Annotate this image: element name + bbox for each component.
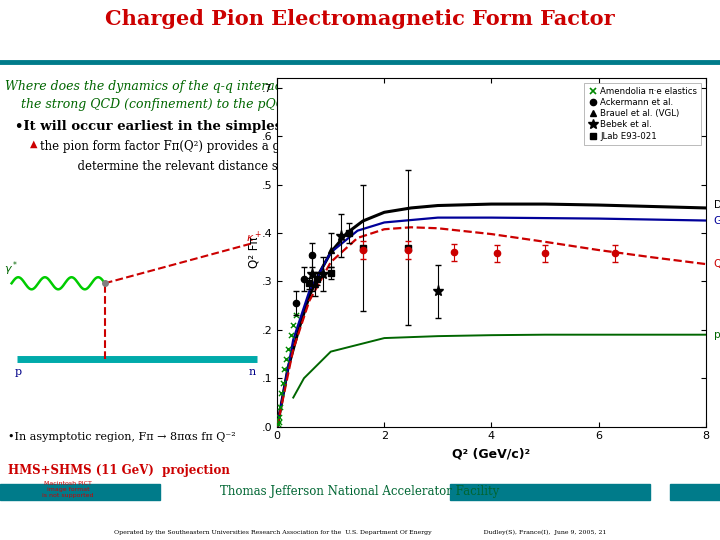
Text: ▲: ▲	[30, 140, 37, 149]
Text: pQCD: pQCD	[714, 330, 720, 340]
Bar	[450, 484, 650, 500]
Text: •In asymptotic region, Fπ → 8παs fπ Q⁻²: •In asymptotic region, Fπ → 8παs fπ Q⁻²	[8, 432, 235, 442]
Text: determine the relevant distance scale experimentally: determine the relevant distance scale ex…	[40, 160, 395, 173]
Text: HMS+SHMS (11 GeV)  projection: HMS+SHMS (11 GeV) projection	[8, 464, 230, 477]
Legend: Amendolia π·e elastics, Ackermann et al., Brauel et al. (VGL), Bebek et al., JLa: Amendolia π·e elastics, Ackermann et al.…	[585, 83, 701, 145]
Point	[282, 345, 294, 354]
Text: $\kappa^+$: $\kappa^+$	[246, 230, 262, 245]
Y-axis label: Q² Fπ: Q² Fπ	[247, 237, 260, 268]
Text: Macintosh PICT
image format
is not supported: Macintosh PICT image format is not suppo…	[42, 481, 94, 498]
Point	[273, 417, 284, 426]
Point	[276, 379, 288, 387]
Point	[274, 413, 285, 421]
Text: Where does the dynamics of the q-q interaction make a transition from: Where does the dynamics of the q-q inter…	[5, 80, 456, 93]
Point	[272, 420, 284, 429]
Point	[287, 321, 299, 329]
Point	[279, 364, 290, 373]
X-axis label: Q² (GeV/c)²: Q² (GeV/c)²	[452, 447, 531, 460]
Point	[285, 330, 297, 339]
Bar	[670, 484, 720, 500]
Bar	[0, 484, 160, 500]
Text: $\gamma^*$: $\gamma^*$	[4, 260, 18, 278]
Text: the pion form factor Fπ(Q²) provides a good starting system to: the pion form factor Fπ(Q²) provides a g…	[40, 140, 413, 153]
Text: Thomas Jefferson National Accelerator Facility: Thomas Jefferson National Accelerator Fa…	[220, 485, 500, 498]
Text: Operated by the Southeastern Universities Research Association for the  U.S. Dep: Operated by the Southeastern Universitie…	[114, 529, 606, 535]
Point	[274, 403, 286, 411]
Text: •It will occur earliest in the simplest systems: •It will occur earliest in the simplest …	[15, 120, 351, 133]
Point	[280, 355, 292, 363]
Text: the strong QCD (confinement) to the pQCD regime?: the strong QCD (confinement) to the pQCD…	[5, 98, 351, 111]
Text: p: p	[14, 367, 22, 377]
Text: QSR: QSR	[714, 259, 720, 269]
Point	[276, 388, 287, 397]
Text: DSE: DSE	[714, 200, 720, 210]
Text: n: n	[248, 367, 256, 377]
Point	[290, 311, 302, 320]
Text: Charged Pion Electromagnetic Form Factor: Charged Pion Electromagnetic Form Factor	[105, 9, 615, 29]
Text: GPD: GPD	[714, 215, 720, 226]
